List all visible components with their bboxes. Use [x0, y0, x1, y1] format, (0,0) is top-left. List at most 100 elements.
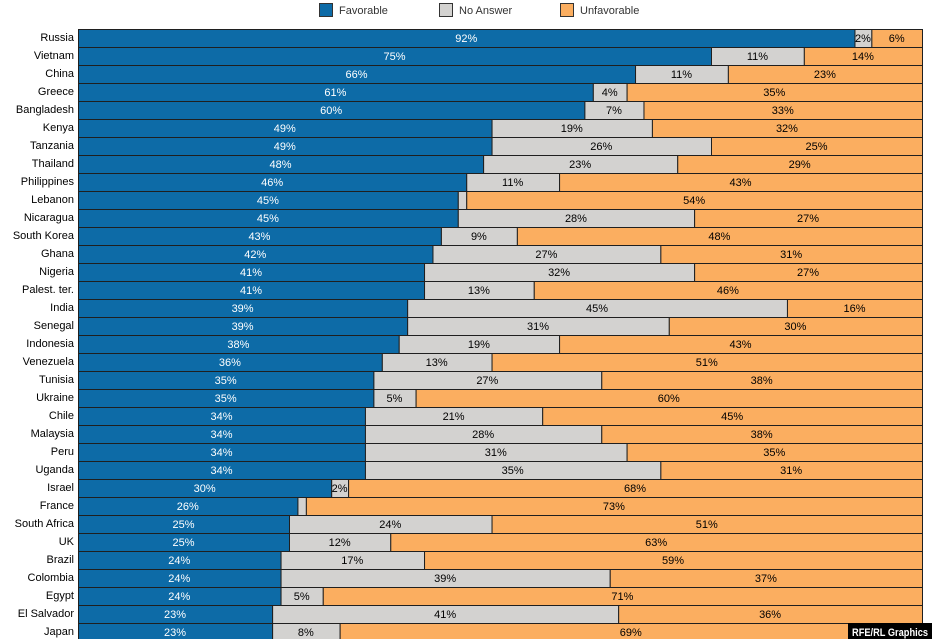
- svg-text:No Answer: No Answer: [459, 5, 513, 17]
- svg-text:34%: 34%: [210, 447, 232, 459]
- svg-text:4%: 4%: [602, 87, 618, 99]
- svg-text:92%: 92%: [455, 33, 477, 45]
- svg-text:45%: 45%: [257, 213, 279, 225]
- svg-text:El Salvador: El Salvador: [18, 608, 75, 620]
- svg-text:8%: 8%: [298, 627, 314, 639]
- svg-text:43%: 43%: [248, 231, 270, 243]
- svg-text:51%: 51%: [696, 357, 718, 369]
- svg-text:39%: 39%: [232, 303, 254, 315]
- svg-text:Colombia: Colombia: [28, 572, 75, 584]
- svg-text:6%: 6%: [889, 33, 905, 45]
- svg-text:31%: 31%: [527, 321, 549, 333]
- svg-text:South Africa: South Africa: [15, 518, 75, 530]
- svg-text:34%: 34%: [210, 411, 232, 423]
- svg-text:45%: 45%: [586, 303, 608, 315]
- svg-text:39%: 39%: [434, 573, 456, 585]
- svg-text:Chile: Chile: [49, 410, 74, 422]
- svg-text:Greece: Greece: [38, 86, 74, 98]
- svg-text:51%: 51%: [696, 519, 718, 531]
- svg-text:Vietnam: Vietnam: [34, 50, 74, 62]
- svg-text:14%: 14%: [852, 51, 874, 63]
- svg-text:Malaysia: Malaysia: [31, 428, 75, 440]
- svg-text:37%: 37%: [755, 573, 777, 585]
- svg-text:21%: 21%: [443, 411, 465, 423]
- svg-text:Uganda: Uganda: [35, 464, 74, 476]
- svg-text:48%: 48%: [270, 159, 292, 171]
- svg-text:45%: 45%: [721, 411, 743, 423]
- svg-text:25%: 25%: [172, 537, 194, 549]
- svg-text:24%: 24%: [168, 591, 190, 603]
- svg-text:Nicaragua: Nicaragua: [24, 212, 75, 224]
- svg-text:63%: 63%: [645, 537, 667, 549]
- svg-text:23%: 23%: [814, 69, 836, 81]
- svg-text:Kenya: Kenya: [43, 122, 75, 134]
- svg-text:Nigeria: Nigeria: [39, 266, 75, 278]
- svg-text:Lebanon: Lebanon: [31, 194, 74, 206]
- svg-text:28%: 28%: [472, 429, 494, 441]
- svg-text:China: China: [45, 68, 75, 80]
- svg-text:41%: 41%: [240, 285, 262, 297]
- svg-text:24%: 24%: [168, 573, 190, 585]
- svg-text:35%: 35%: [215, 375, 237, 387]
- svg-text:35%: 35%: [215, 393, 237, 405]
- svg-text:30%: 30%: [784, 321, 806, 333]
- svg-text:19%: 19%: [561, 123, 583, 135]
- svg-text:60%: 60%: [658, 393, 680, 405]
- svg-text:41%: 41%: [434, 609, 456, 621]
- svg-text:Tunisia: Tunisia: [39, 374, 75, 386]
- svg-text:16%: 16%: [843, 303, 865, 315]
- svg-text:27%: 27%: [476, 375, 498, 387]
- svg-text:UK: UK: [59, 536, 75, 548]
- svg-text:26%: 26%: [177, 501, 199, 513]
- svg-text:17%: 17%: [341, 555, 363, 567]
- svg-text:Favorable: Favorable: [339, 5, 388, 17]
- svg-text:23%: 23%: [164, 627, 186, 639]
- svg-text:48%: 48%: [708, 231, 730, 243]
- svg-text:13%: 13%: [426, 357, 448, 369]
- svg-text:27%: 27%: [535, 249, 557, 261]
- svg-text:Venezuela: Venezuela: [23, 356, 75, 368]
- svg-text:36%: 36%: [759, 609, 781, 621]
- svg-text:South Korea: South Korea: [13, 230, 75, 242]
- svg-text:Ukraine: Ukraine: [36, 392, 74, 404]
- svg-text:Russia: Russia: [40, 32, 75, 44]
- svg-text:23%: 23%: [569, 159, 591, 171]
- svg-text:43%: 43%: [730, 339, 752, 351]
- svg-text:59%: 59%: [662, 555, 684, 567]
- svg-text:7%: 7%: [606, 105, 622, 117]
- svg-text:38%: 38%: [751, 375, 773, 387]
- svg-text:32%: 32%: [776, 123, 798, 135]
- svg-text:5%: 5%: [387, 393, 403, 405]
- svg-text:Thailand: Thailand: [32, 158, 74, 170]
- svg-text:61%: 61%: [324, 87, 346, 99]
- svg-text:34%: 34%: [210, 465, 232, 477]
- svg-text:25%: 25%: [172, 519, 194, 531]
- svg-text:12%: 12%: [329, 537, 351, 549]
- svg-text:Japan: Japan: [44, 626, 74, 638]
- svg-text:46%: 46%: [717, 285, 739, 297]
- svg-text:11%: 11%: [502, 177, 523, 189]
- svg-text:35%: 35%: [763, 87, 785, 99]
- svg-text:19%: 19%: [468, 339, 490, 351]
- svg-text:38%: 38%: [227, 339, 249, 351]
- svg-text:27%: 27%: [797, 213, 819, 225]
- svg-text:43%: 43%: [730, 177, 752, 189]
- svg-text:36%: 36%: [219, 357, 241, 369]
- svg-text:69%: 69%: [620, 627, 642, 639]
- svg-text:26%: 26%: [590, 141, 612, 153]
- svg-text:35%: 35%: [502, 465, 524, 477]
- svg-text:68%: 68%: [624, 483, 646, 495]
- svg-text:5%: 5%: [294, 591, 310, 603]
- svg-text:France: France: [40, 500, 74, 512]
- svg-text:38%: 38%: [751, 429, 773, 441]
- svg-text:39%: 39%: [232, 321, 254, 333]
- svg-text:33%: 33%: [772, 105, 794, 117]
- svg-text:Egypt: Egypt: [46, 590, 74, 602]
- svg-text:41%: 41%: [240, 267, 262, 279]
- svg-text:28%: 28%: [565, 213, 587, 225]
- svg-text:54%: 54%: [683, 195, 705, 207]
- svg-text:13%: 13%: [468, 285, 490, 297]
- svg-text:Brazil: Brazil: [46, 554, 74, 566]
- svg-text:24%: 24%: [379, 519, 401, 531]
- svg-text:42%: 42%: [244, 249, 266, 261]
